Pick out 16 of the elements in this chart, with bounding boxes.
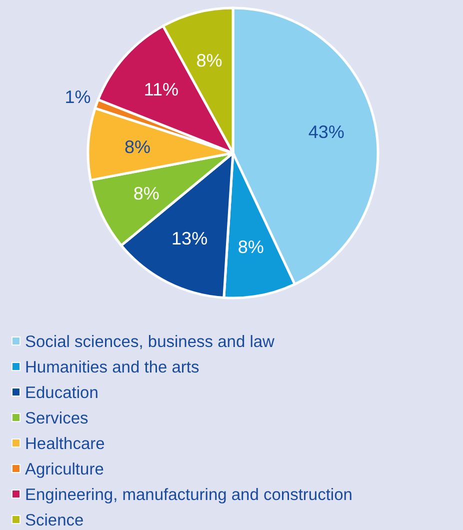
data-label: 8% [124, 136, 150, 157]
data-label: 8% [133, 184, 160, 204]
legend-label: Humanities and the arts [25, 358, 200, 376]
data-label: 11% [144, 80, 179, 100]
legend-label: Social sciences, business and law [25, 333, 275, 351]
legend-label: Science [25, 512, 84, 530]
data-label: 8% [196, 50, 222, 70]
data-label: 13% [172, 228, 208, 248]
data-label: 1% [64, 87, 91, 108]
legend-label: Engineering, manufacturing and construction [25, 486, 352, 504]
legend-label: Healthcare [25, 435, 105, 453]
legend-label: Education [25, 384, 98, 402]
data-label: 43% [308, 122, 344, 142]
legend-label: Services [25, 410, 88, 428]
legend-label: Agriculture [25, 460, 104, 478]
data-label: 8% [238, 237, 264, 258]
